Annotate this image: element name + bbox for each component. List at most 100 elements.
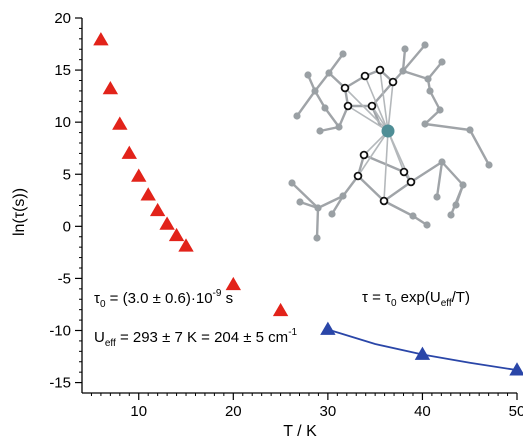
inset-ring-atom	[399, 167, 409, 177]
inset-atom	[314, 204, 322, 212]
inset-atom	[423, 221, 431, 229]
y-tick-label: 15	[54, 62, 71, 79]
inset-metal-bond	[344, 87, 389, 132]
inset-metal-bond	[379, 69, 389, 132]
inset-metal-bond	[387, 81, 394, 132]
red-data-point	[93, 32, 109, 46]
red-data-point	[159, 216, 175, 230]
y-axis-title: ln(τ(s))	[11, 188, 28, 236]
red-data-point	[178, 238, 194, 252]
inset-bond	[409, 160, 444, 184]
inset-ring-atom	[360, 71, 370, 81]
inset-bond	[435, 160, 444, 199]
inset-bond	[401, 69, 430, 81]
inset-atom	[409, 212, 417, 220]
tau0-annotation: τ0 = (3.0 ± 0.6)·10-9 s	[94, 288, 233, 310]
inset-atom	[424, 75, 432, 83]
inset-atom	[335, 123, 343, 131]
red-data-point	[168, 227, 185, 242]
inset-atom	[421, 41, 429, 49]
red-data-point	[121, 145, 137, 159]
inset-metal-atom	[381, 124, 395, 138]
inset-atom	[296, 198, 304, 206]
inset-atom	[339, 192, 347, 200]
molecule-structure-icon	[288, 41, 493, 242]
inset-ring-atom	[343, 101, 353, 111]
y-tick-label: -10	[49, 323, 71, 340]
inset-atom	[485, 161, 493, 169]
markers-group	[93, 32, 523, 376]
inset-metal-bond	[347, 105, 389, 132]
inset-ring-atom	[379, 196, 389, 206]
inset-atom	[436, 106, 444, 114]
inset-metal-bond	[387, 130, 405, 173]
y-tick-label: 0	[63, 218, 71, 235]
y-tick-label: 20	[54, 10, 71, 27]
inset-bond	[356, 174, 386, 203]
inset-atom	[421, 120, 429, 128]
inset-bond	[401, 43, 427, 73]
inset-atom	[304, 71, 312, 79]
inset-atom	[438, 158, 446, 166]
red-data-point	[149, 202, 166, 217]
inset-atom	[452, 201, 460, 209]
inset-atom	[438, 58, 446, 66]
inset-bond	[323, 106, 341, 129]
x-ticks: 10 20 30 40 50	[90, 393, 523, 420]
inset-ring-atom	[375, 65, 385, 75]
inset-bond	[401, 47, 407, 73]
inset-bond	[426, 60, 444, 81]
blue-data-point	[509, 362, 523, 376]
inset-atom	[339, 50, 347, 58]
inset-atom	[459, 181, 467, 189]
inset-atom	[325, 69, 333, 77]
inset-atom	[321, 104, 329, 112]
blue-data-point	[320, 321, 336, 335]
x-tick-label: 20	[225, 403, 242, 420]
inset-bond	[315, 206, 320, 240]
y-tick-label: 5	[63, 166, 71, 183]
y-tick-label: 10	[54, 114, 71, 131]
red-data-point	[272, 302, 289, 317]
inset-metal-bond	[357, 130, 389, 177]
inset-bond	[382, 199, 415, 218]
inset-bond	[313, 71, 331, 93]
inset-atom	[433, 193, 441, 201]
x-tick-label: 40	[414, 403, 431, 420]
inset-bond	[423, 122, 472, 132]
inset-atom	[426, 87, 434, 95]
inset-atom	[328, 210, 336, 218]
inset-ring-atom	[388, 77, 398, 87]
inset-bond	[382, 180, 413, 203]
x-axis-title: T / K	[283, 423, 317, 440]
inset-atom	[313, 234, 321, 242]
blue-data-point	[414, 346, 431, 360]
red-data-point	[140, 187, 156, 201]
inset-bond	[295, 89, 317, 118]
inset-ring-atom	[359, 150, 369, 160]
y-ticks: -15 -10 -5 0 5 10 15 20	[49, 10, 82, 392]
red-data-point	[225, 276, 241, 291]
formula-annotation: τ = τ0 exp(Ueff/T)	[362, 289, 470, 309]
inset-ring-atom	[340, 83, 350, 93]
inset-bond	[290, 181, 320, 210]
red-data-point	[131, 168, 147, 182]
inset-metal-bond	[383, 130, 389, 202]
x-tick-label: 30	[320, 403, 337, 420]
x-tick-label: 50	[509, 403, 523, 420]
inset-metal-bond	[364, 75, 389, 132]
inset-bond	[316, 194, 345, 210]
ueff-annotation: Ueff = 293 ± 7 K = 204 ± 5 cm-1	[94, 327, 298, 349]
y-tick-label: -5	[58, 270, 71, 287]
inset-ring-atom	[367, 101, 377, 111]
inset-bond	[327, 52, 345, 75]
red-data-point	[112, 116, 128, 130]
inset-bond	[440, 160, 465, 187]
inset-ring-atom	[353, 171, 363, 181]
inset-atom	[401, 45, 409, 53]
inset-atom	[293, 112, 301, 120]
inset-ring-atom	[406, 177, 416, 187]
red-data-point	[102, 81, 119, 95]
inset-atom	[466, 126, 474, 134]
